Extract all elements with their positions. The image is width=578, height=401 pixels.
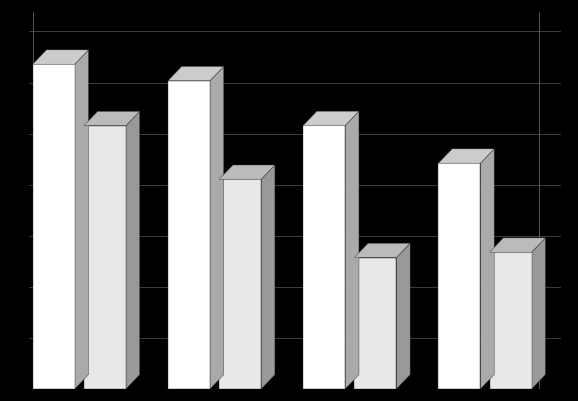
Polygon shape — [261, 165, 275, 389]
Polygon shape — [490, 238, 546, 252]
Polygon shape — [33, 50, 88, 64]
Polygon shape — [210, 67, 224, 389]
Bar — [490, 252, 532, 389]
Bar — [439, 163, 480, 389]
Polygon shape — [480, 149, 494, 389]
Polygon shape — [345, 111, 359, 389]
Polygon shape — [126, 111, 140, 389]
Bar — [354, 257, 397, 389]
Polygon shape — [354, 243, 410, 257]
Polygon shape — [439, 149, 494, 163]
Polygon shape — [397, 243, 410, 389]
Bar — [303, 126, 345, 389]
Polygon shape — [168, 67, 224, 81]
Polygon shape — [84, 111, 140, 126]
Polygon shape — [75, 50, 88, 389]
Bar — [219, 179, 261, 389]
Bar — [84, 126, 126, 389]
Bar — [168, 81, 210, 389]
Polygon shape — [532, 238, 546, 389]
Bar — [33, 64, 75, 389]
Polygon shape — [219, 165, 275, 179]
Polygon shape — [303, 111, 359, 126]
